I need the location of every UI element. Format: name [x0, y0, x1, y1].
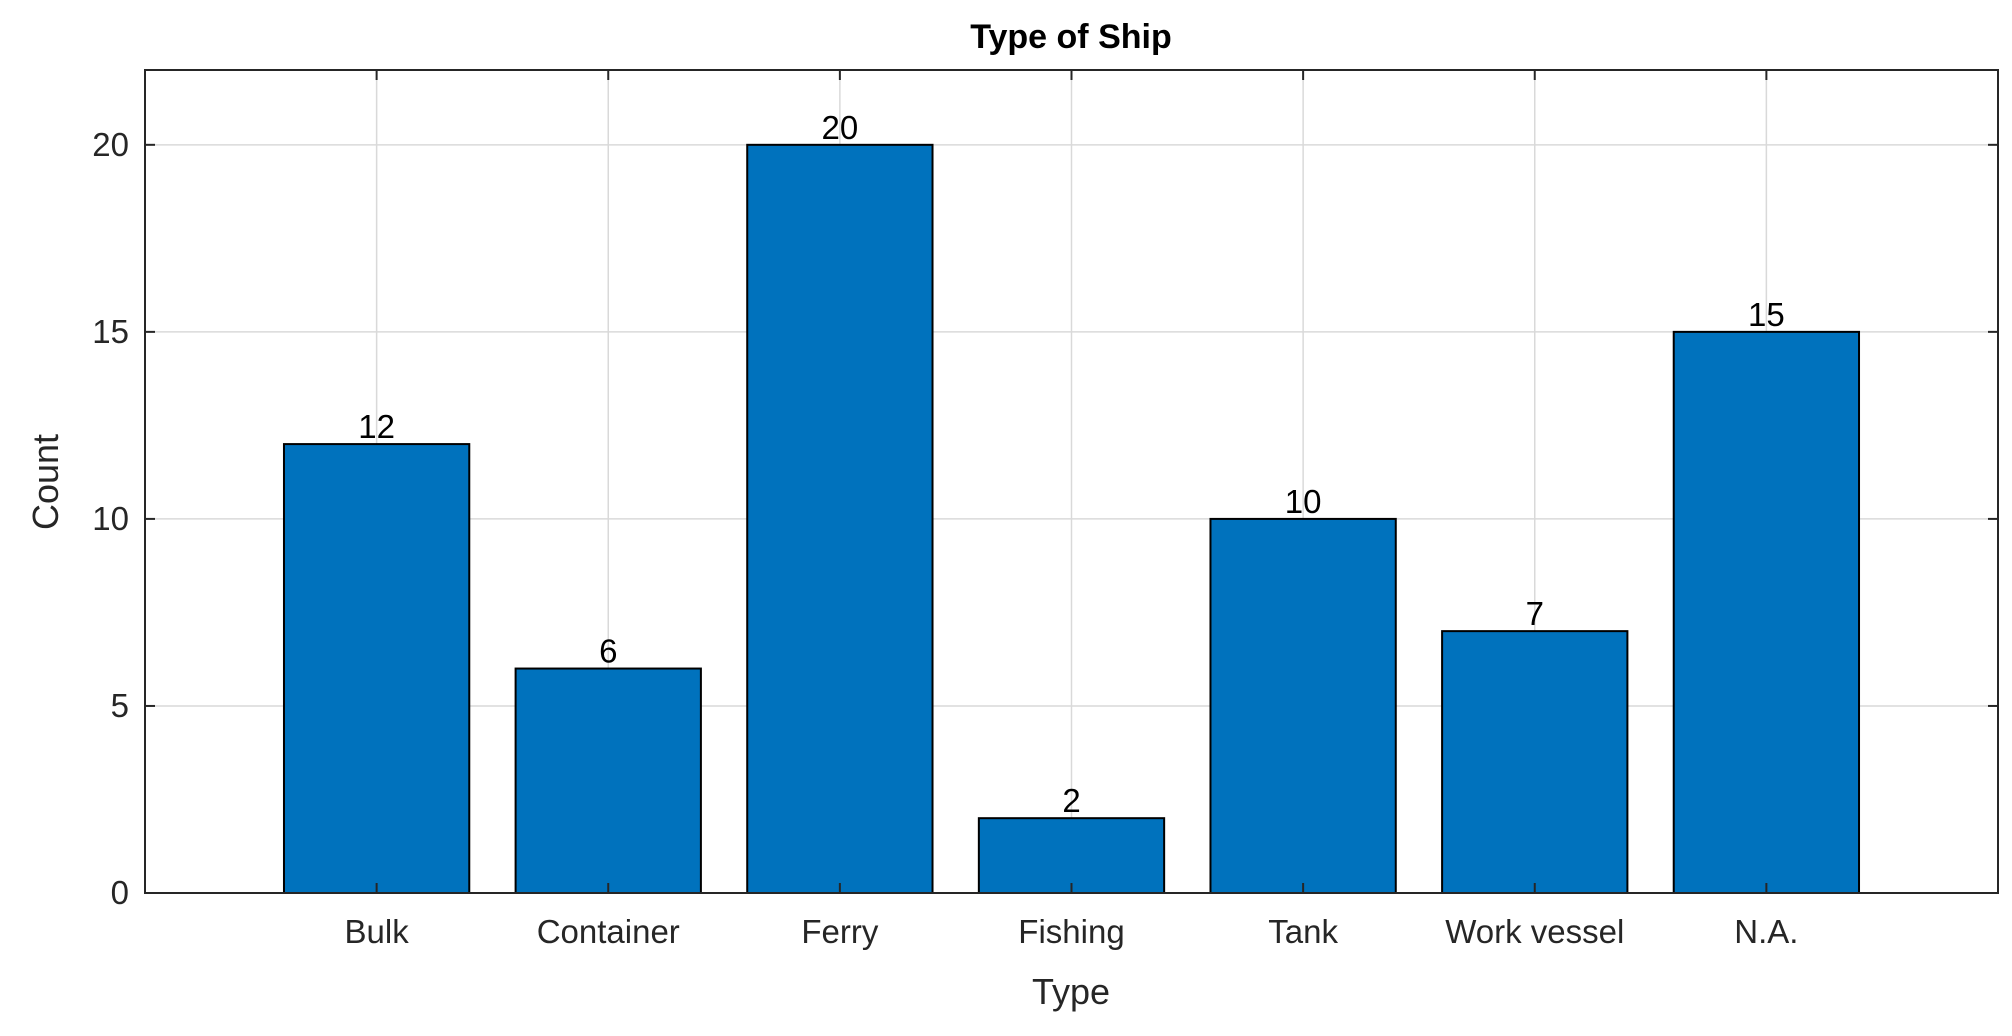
- plot-area-border: [144, 69, 1999, 894]
- data-label: 7: [1526, 595, 1544, 632]
- x-tick-label: Tank: [1268, 913, 1338, 950]
- bar-work-vessel: [1441, 630, 1629, 894]
- bar-fishing: [977, 817, 1166, 895]
- x-tick-label: Ferry: [801, 913, 878, 950]
- data-label: 12: [358, 408, 395, 445]
- x-tick-label: Container: [537, 913, 680, 950]
- ticks: 0 5 10 15 20 Bulk Container Ferry Fishing Tank Wor…: [92, 70, 1998, 950]
- y-tick-label: 20: [92, 126, 129, 163]
- bars: [282, 143, 1861, 895]
- y-axis-label: Count: [25, 434, 66, 530]
- y-tick-label: 5: [111, 687, 129, 724]
- x-axis-label: Type: [1032, 971, 1110, 1012]
- y-tick-label: 0: [111, 874, 129, 911]
- bar-n-a: [1672, 330, 1861, 894]
- x-tick-label: Bulk: [345, 913, 410, 950]
- data-label: 2: [1062, 782, 1080, 819]
- bar-bulk: [282, 443, 471, 894]
- x-tick-label: N.A.: [1734, 913, 1798, 950]
- data-label: 6: [599, 633, 617, 670]
- chart-title: Type of Ship: [970, 18, 1171, 56]
- bar-container: [514, 667, 702, 895]
- data-labels: 12 6 20 2 10 7 15: [358, 109, 1784, 819]
- y-tick-label: 10: [92, 500, 129, 537]
- x-tick-label: Fishing: [1018, 913, 1124, 950]
- data-label: 15: [1748, 296, 1785, 333]
- bar-tank: [1209, 517, 1397, 895]
- data-label: 10: [1285, 483, 1322, 520]
- y-tick-label: 15: [92, 313, 129, 350]
- bar-ferry: [746, 143, 934, 894]
- x-tick-label: Work vessel: [1445, 913, 1624, 950]
- data-label: 20: [822, 109, 859, 146]
